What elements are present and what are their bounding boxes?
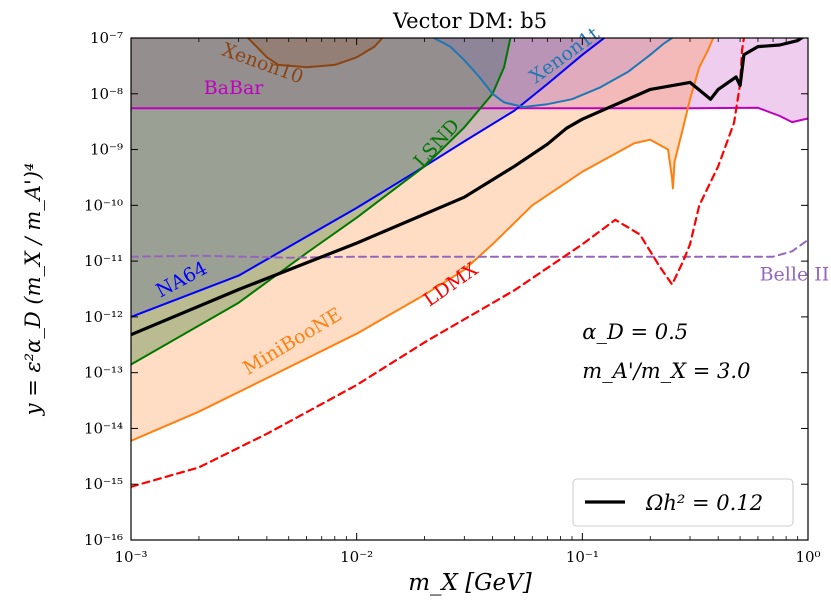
y-tick-label: 10⁻¹¹ — [84, 252, 123, 270]
region-lsnd-region — [131, 38, 511, 365]
y-tick-label: 10⁻¹⁵ — [84, 475, 123, 493]
y-tick-label: 10⁻⁹ — [90, 141, 123, 159]
annotation-1: α_D = 0.5 — [582, 320, 688, 344]
y-axis-label: y = ε²α_D (m_X / m_A')⁴ — [21, 163, 45, 417]
series-line-belle-ii — [131, 238, 808, 259]
y-tick-label: 10⁻¹⁰ — [84, 196, 123, 214]
series-line-miniboone — [131, 38, 715, 442]
x-tick-label: 10⁰ — [795, 548, 820, 566]
series-line-ldmx — [131, 38, 746, 488]
x-tick-label: 10⁻² — [340, 548, 373, 566]
y-tick-label: 10⁻¹² — [84, 308, 123, 326]
x-tick-label: 10⁻³ — [114, 548, 147, 566]
x-axis-label: m_X [GeV] — [408, 570, 532, 596]
annotation-2: m_A'/m_X = 3.0 — [582, 359, 750, 383]
y-tick-label: 10⁻⁸ — [90, 85, 123, 103]
series-line-xenon1t — [432, 38, 674, 108]
series-line-h-0-12 — [131, 38, 805, 337]
curve-label-babar: BaBar — [204, 77, 265, 99]
series-lines — [131, 38, 808, 488]
y-tick-label: 10⁻⁷ — [90, 29, 123, 47]
y-tick-label: 10⁻¹⁴ — [84, 419, 123, 437]
series-line-lsnd — [131, 38, 512, 366]
legend-label: Ωh² = 0.12 — [645, 491, 763, 515]
plot-frame — [130, 37, 809, 541]
y-tick-label: 10⁻¹³ — [84, 364, 123, 382]
legend-box — [572, 478, 794, 527]
region-miniboone-region — [131, 38, 714, 441]
annotations: α_D = 0.5 m_A'/m_X = 3.0 — [582, 320, 750, 383]
series-line-na64 — [131, 38, 606, 318]
y-tick-label: 10⁻¹⁶ — [84, 531, 123, 549]
region-babar-region — [131, 38, 808, 123]
legend: Ωh² = 0.12 — [572, 478, 794, 527]
chart-title: Vector DM: b5 — [392, 9, 547, 33]
shaded-regions — [131, 38, 808, 441]
curve-label-belle-ii: Belle II — [760, 264, 830, 286]
series-line-xenon10 — [247, 38, 384, 69]
series-line-babar — [131, 106, 808, 124]
x-tick-label: 10⁻¹ — [566, 548, 599, 566]
